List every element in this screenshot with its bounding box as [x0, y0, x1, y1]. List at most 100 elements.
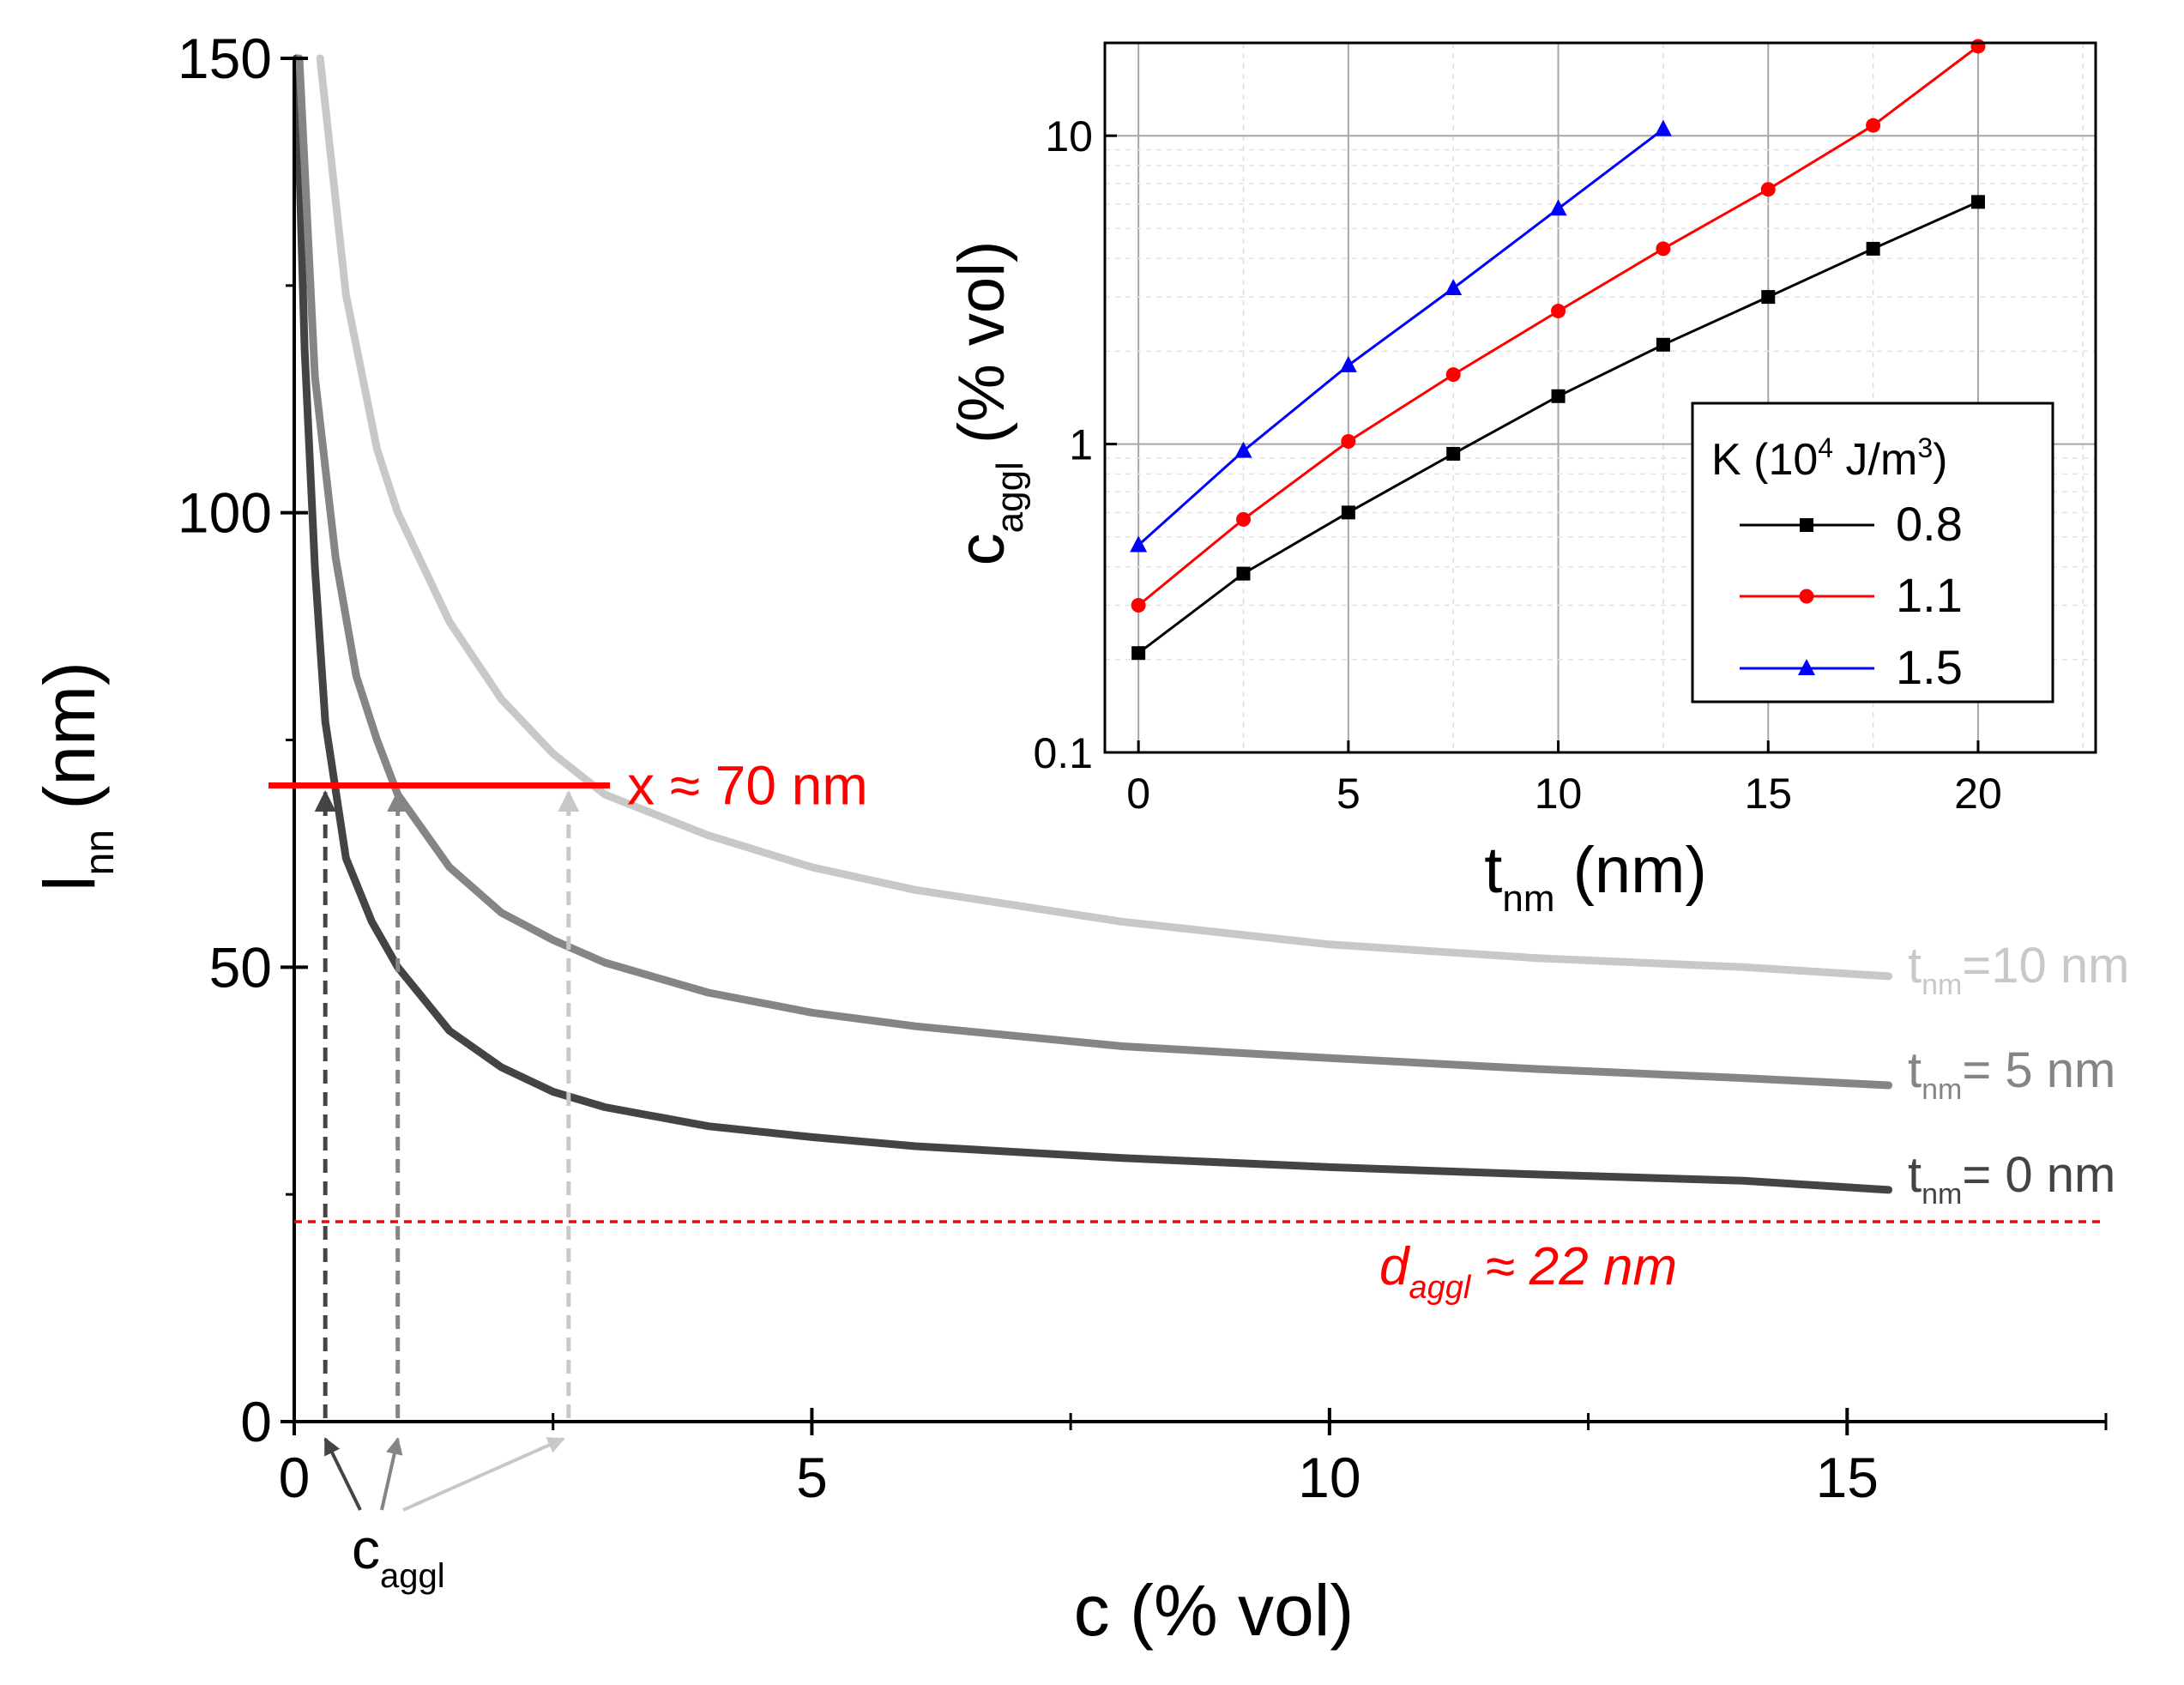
inset-x-tick-label: 15 — [1744, 770, 1792, 818]
curve-label-t0-sub: nm — [1922, 1178, 1962, 1211]
legend-swatch-marker — [1798, 659, 1815, 675]
inset-series-0.8-point — [1866, 241, 1880, 256]
inset-y-tick-label: 10 — [1045, 112, 1093, 160]
inset-legend: K (104 J/m3) 0.8 1.1 1.5 — [1691, 402, 2054, 704]
curve-label-t10: tnm=10 nm — [1908, 938, 2129, 1001]
inset-x-tick-label: 20 — [1954, 770, 2002, 818]
inset-x-tick-label: 0 — [1126, 770, 1150, 818]
inset-series-0.8-point — [1970, 195, 1985, 209]
c-aggl-sub: aggl — [380, 1557, 445, 1595]
inset-series-1.1-point — [1445, 367, 1461, 383]
curve-t0 — [292, 54, 1893, 1194]
inset-y-title-tail: (% vol) — [945, 241, 1018, 462]
main-y-tick-label: 100 — [178, 481, 272, 545]
inset-legend-title: K (104 J/m3) — [1711, 432, 1947, 485]
main-y-tick-labels: 0 50 100 150 — [178, 27, 272, 1453]
inset-series-1.1-point — [1551, 304, 1566, 319]
inset-y-title-main: c — [945, 533, 1018, 565]
legend-entry-1.5: 1.5 — [1896, 640, 1963, 694]
main-y-axis-title: lnn (nm) — [29, 661, 123, 891]
legend-swatch-marker — [1799, 589, 1814, 604]
curve-t5 — [295, 54, 1893, 1090]
main-y-tick-label: 150 — [178, 27, 272, 90]
inset-series-0.8-point — [1236, 566, 1251, 581]
inset-y-tick-label: 1 — [1069, 421, 1093, 469]
inset-x-tick-label: 5 — [1336, 770, 1360, 818]
x-70nm-label: x ≈ 70 nm — [627, 754, 868, 816]
main-y-title-tail: (nm) — [29, 661, 110, 830]
curve-label-t10-sub: nm — [1922, 969, 1962, 1001]
legend-swatch-marker — [1800, 518, 1813, 532]
inset-y-axis-title: caggl (% vol) — [945, 241, 1031, 566]
legend-title-mid: J/m — [1833, 435, 1917, 485]
c-aggl-main: c — [352, 1517, 380, 1580]
inset-y-tick-label: 0.1 — [1033, 729, 1093, 777]
curve-label-t5: tnm= 5 nm — [1908, 1042, 2115, 1106]
c-aggl-arrow — [402, 1437, 565, 1512]
c-aggl-arrows — [323, 1437, 565, 1512]
inset-series-1.5-point — [1130, 535, 1148, 553]
curve-label-t0-tail: = 0 nm — [1962, 1147, 2115, 1203]
inset-y-tick-labels: 0.1 1 10 — [1033, 112, 1093, 777]
inset-series-0.8-point — [1551, 389, 1566, 403]
inset-series-0.8-point — [1131, 646, 1146, 661]
inset-series-1.1-point — [1760, 182, 1776, 197]
c-aggl-label: caggl — [352, 1517, 445, 1595]
main-y-title-sub: nn — [77, 830, 123, 875]
main-x-tick-label: 5 — [796, 1446, 828, 1509]
inset-series-1.1-point — [1341, 434, 1356, 450]
inset-series-1.1-point — [1656, 241, 1671, 257]
curve-label-t5-tail: = 5 nm — [1962, 1042, 2115, 1098]
main-x-tick-label: 0 — [279, 1446, 311, 1509]
inset-x-title-tail: (nm) — [1554, 834, 1706, 907]
inset-series-1.5-point — [1654, 119, 1672, 136]
inset-series-1.1-point — [1866, 118, 1881, 133]
inset-series-1.5-point — [1549, 199, 1567, 216]
main-x-axis-title: c (% vol) — [1074, 1570, 1354, 1651]
curve-label-t0-main: t — [1908, 1147, 1922, 1203]
legend-entry-1.1: 1.1 — [1896, 568, 1963, 622]
main-y-tick-label: 0 — [240, 1390, 272, 1453]
c-aggl-arrow — [323, 1437, 362, 1511]
d-aggl-sub: aggl — [1409, 1270, 1471, 1306]
inset-ticks — [1105, 134, 1980, 754]
inset-series-1.1-point — [1236, 511, 1252, 527]
curve-label-t5-main: t — [1908, 1042, 1922, 1098]
c-aggl-droplines — [314, 789, 580, 1418]
inset-legend-box — [1691, 402, 2054, 704]
legend-title-exp: 4 — [1818, 432, 1833, 463]
inset-y-title-sub: aggl — [989, 462, 1031, 533]
legend-entry-0.8: 0.8 — [1896, 497, 1963, 551]
legend-title-suffix: ) — [1933, 435, 1947, 485]
inset-series-0.8-point — [1446, 446, 1461, 461]
inset-x-axis-title: tnm (nm) — [1484, 834, 1707, 920]
main-x-tick-label: 15 — [1816, 1446, 1879, 1509]
main-x-tick-label: 10 — [1298, 1446, 1360, 1509]
inset-frame — [1103, 41, 2097, 754]
main-curves — [292, 54, 1893, 1194]
inset-series-1.5-point — [1234, 441, 1252, 458]
inset-series-1.5-line — [1137, 128, 1664, 547]
inset-series-0.8-point — [1341, 505, 1355, 520]
inset-series-1.5-point — [1445, 279, 1463, 296]
main-ticks — [281, 57, 2108, 1435]
legend-title-exp2: 3 — [1917, 432, 1933, 463]
c-aggl-arrow — [380, 1437, 403, 1511]
curve-label-t10-tail: =10 nm — [1962, 938, 2129, 993]
legend-title-prefix: K (10 — [1711, 435, 1818, 485]
inset-x-title-main: t — [1484, 834, 1502, 907]
curve-label-t0: tnm= 0 nm — [1908, 1147, 2115, 1211]
inset-series-1.1-point — [1131, 598, 1146, 613]
main-chart: 0 5 10 15 0 50 100 150 c (% vol) lnn (nm… — [29, 27, 2129, 1651]
d-aggl-label: daggl ≈ 22 nm — [1379, 1237, 1677, 1306]
curve-label-t5-sub: nm — [1922, 1073, 1962, 1106]
d-aggl-tail: ≈ 22 nm — [1470, 1237, 1677, 1296]
inset-chart: 0 5 10 15 20 0.1 1 10 tnm (nm) caggl (% … — [945, 39, 2097, 920]
inset-x-tick-label: 10 — [1535, 770, 1583, 818]
inset-series-0.8-point — [1761, 290, 1776, 305]
inset-x-tick-labels: 0 5 10 15 20 — [1126, 770, 2002, 818]
main-x-tick-labels: 0 5 10 15 — [279, 1446, 1879, 1509]
inset-series-0.8-point — [1656, 337, 1670, 352]
inset-series — [1130, 39, 1986, 661]
